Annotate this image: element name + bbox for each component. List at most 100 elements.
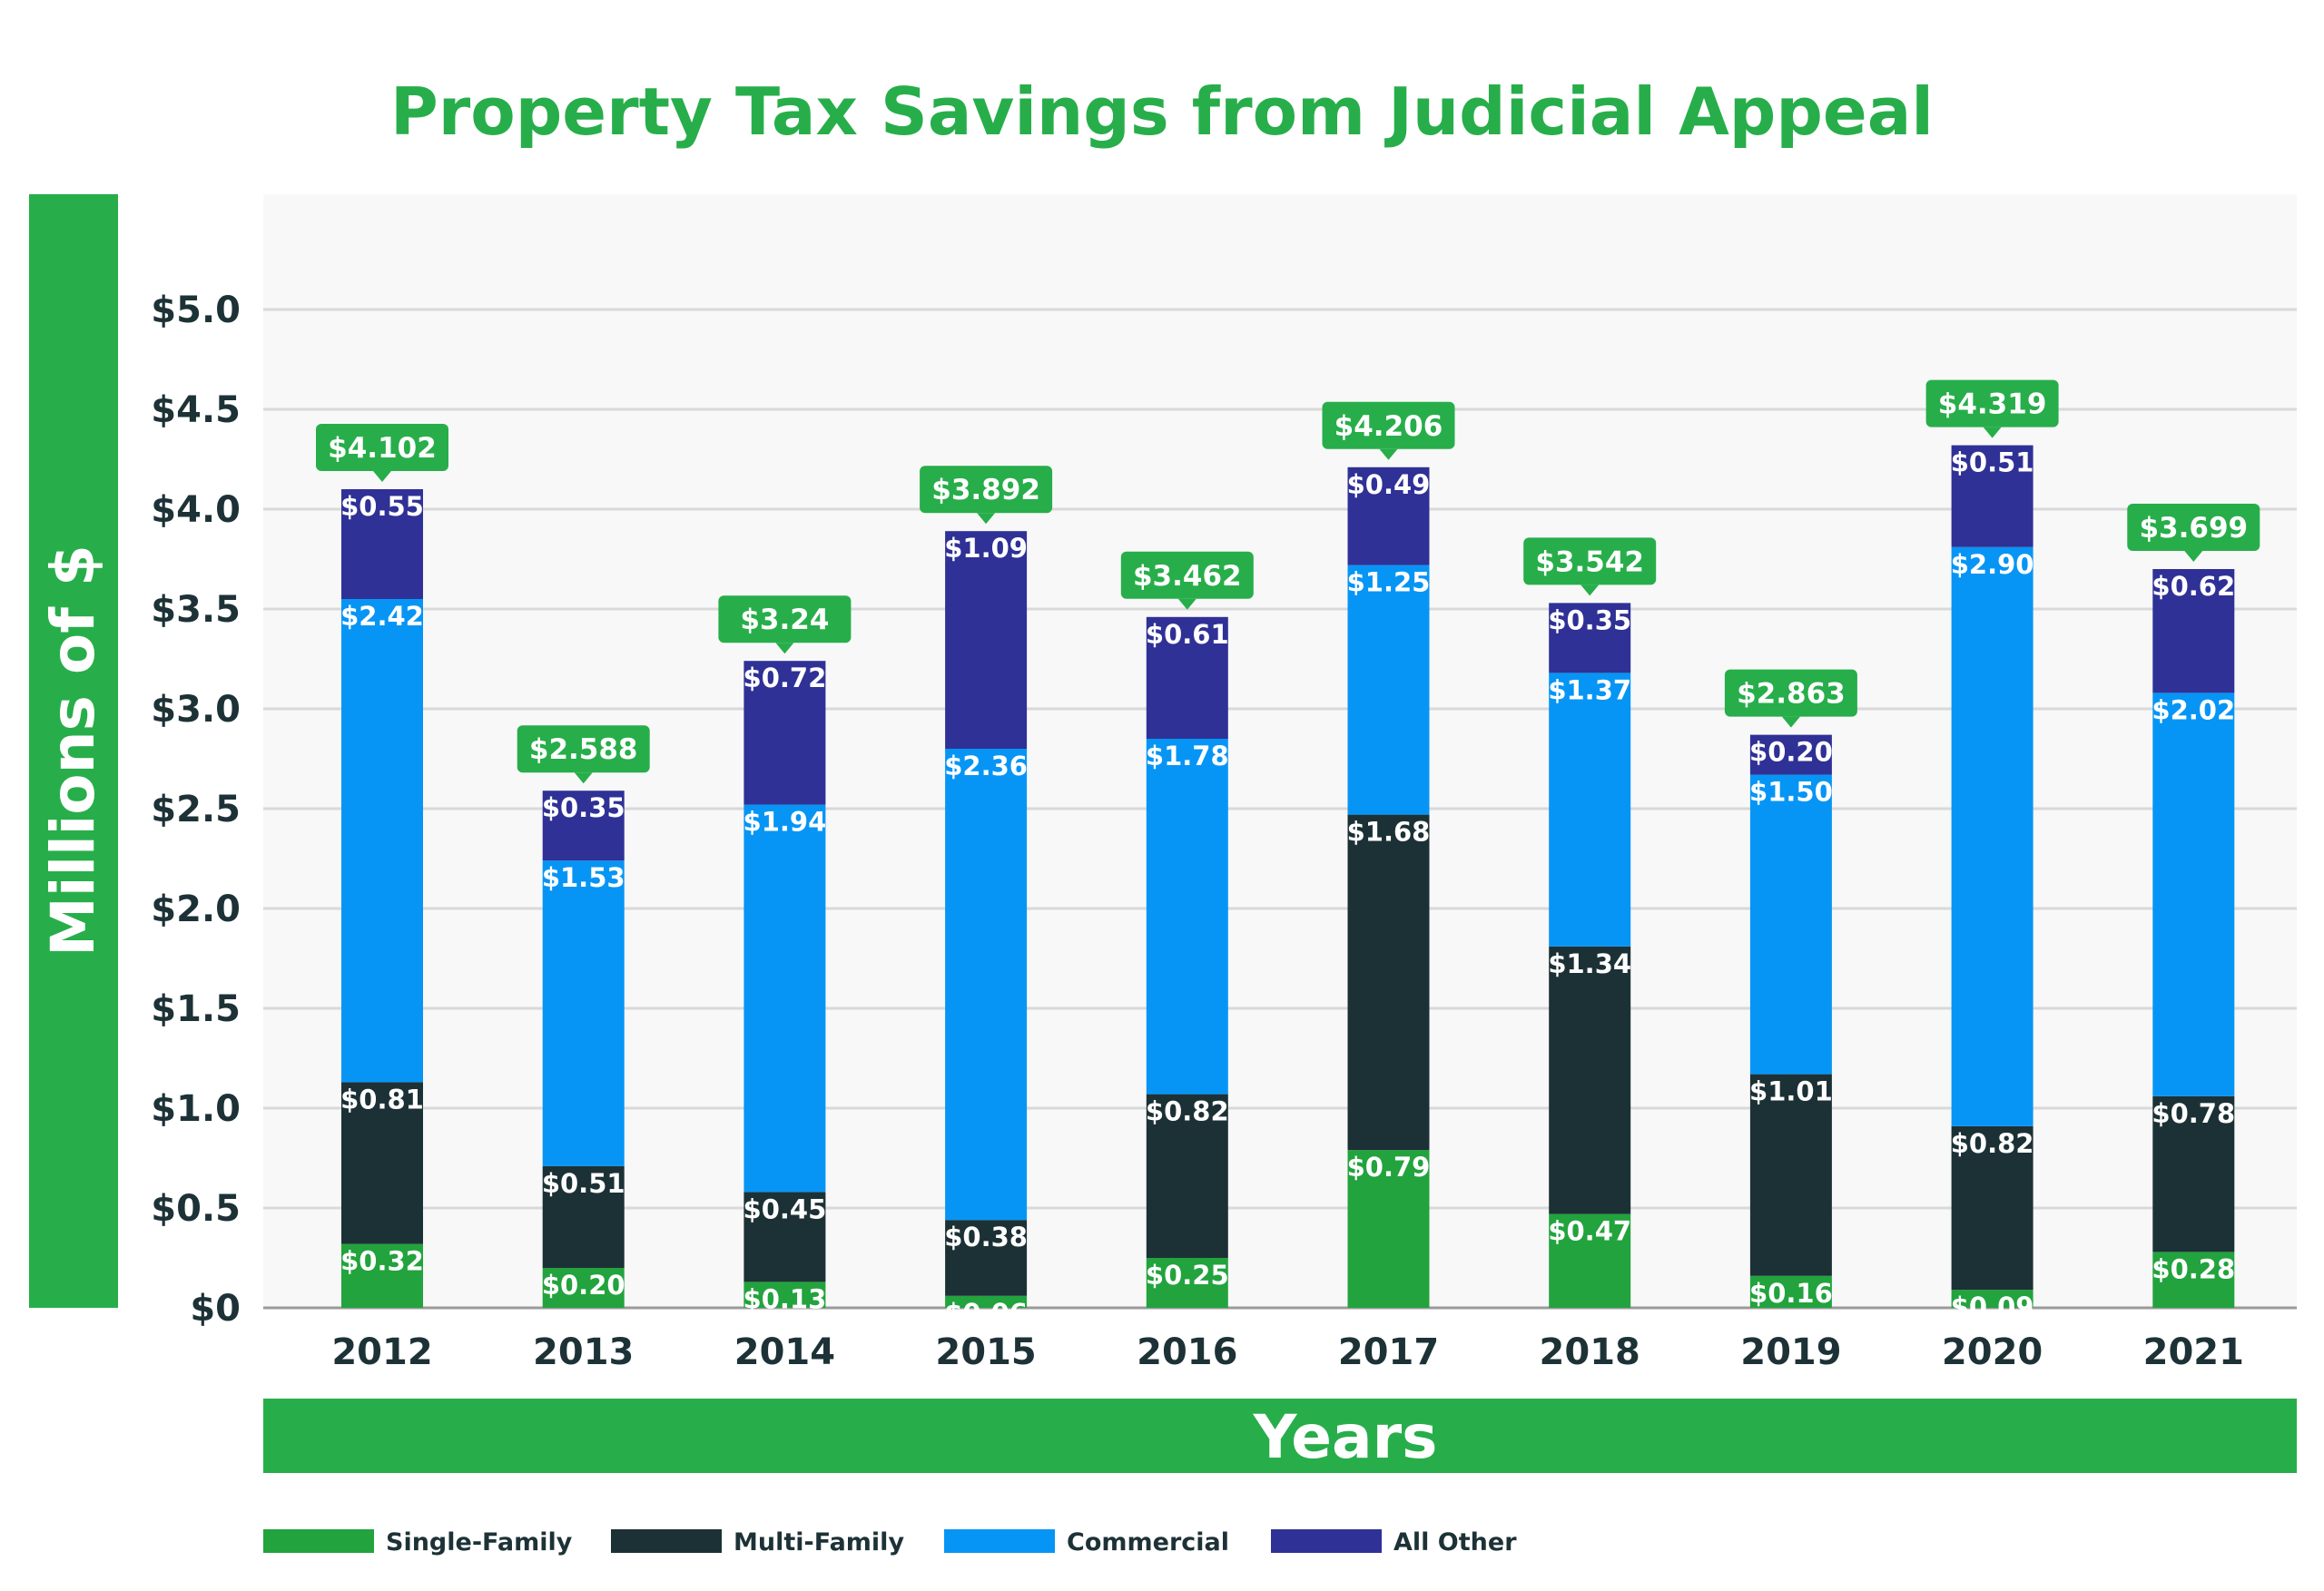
segment-data-label: $0.61 bbox=[1146, 619, 1229, 650]
bar-segment bbox=[2152, 692, 2235, 1096]
y-axis-title: Millions of $ bbox=[38, 545, 108, 957]
segment-data-label: $0.79 bbox=[1347, 1152, 1431, 1183]
total-callout bbox=[718, 595, 852, 643]
total-callout bbox=[2127, 504, 2260, 551]
total-data-label: $2.863 bbox=[1737, 678, 1846, 711]
segment-data-label: $1.09 bbox=[944, 533, 1028, 564]
legend-swatch bbox=[611, 1529, 722, 1553]
legend-item: Commercial bbox=[944, 1528, 1229, 1557]
y-tick-label: $2.5 bbox=[151, 789, 241, 830]
segment-data-label: $0.49 bbox=[1347, 469, 1431, 500]
bar-segment bbox=[1749, 1275, 1832, 1308]
bar-stack-2019: $0.16 $1.01 $1.50 $0.20 $2.863 bbox=[1724, 669, 1857, 1309]
segment-data-label: $0.78 bbox=[2152, 1098, 2235, 1129]
segment-data-label: $1.01 bbox=[1749, 1076, 1833, 1107]
legend-label: Commercial bbox=[1067, 1528, 1229, 1557]
bar-segment bbox=[2152, 569, 2235, 693]
total-callout-pointer bbox=[775, 643, 794, 654]
y-axis-ticks: $0 $0.5 $1.0 $1.5 $2.0 $2.5 $3.0 $3.5 $4.0 $4.5 $5… bbox=[151, 290, 241, 1330]
total-data-label: $4.206 bbox=[1334, 410, 1443, 443]
segment-data-label: $0.25 bbox=[1146, 1260, 1229, 1291]
legend-item: Multi-Family bbox=[611, 1528, 904, 1557]
bar-segment bbox=[542, 791, 625, 861]
total-callout-pointer bbox=[2184, 551, 2203, 562]
bar-segment bbox=[1549, 946, 1631, 1214]
chart-title: Property Tax Savings from Judicial Appea… bbox=[390, 74, 1934, 150]
bar-segment bbox=[1146, 1258, 1228, 1308]
bar-segment bbox=[743, 1192, 826, 1282]
total-callout-pointer bbox=[574, 772, 593, 784]
legend-label: Multi-Family bbox=[734, 1528, 904, 1557]
segment-data-label: $0.82 bbox=[1146, 1096, 1229, 1127]
bar-segment bbox=[1146, 616, 1228, 739]
legend-item: All Other bbox=[1271, 1528, 1517, 1557]
segment-data-label: $0.13 bbox=[743, 1283, 827, 1314]
x-tick-label: 2015 bbox=[935, 1331, 1036, 1373]
bar-segment bbox=[542, 860, 625, 1166]
segment-data-label: $0.81 bbox=[340, 1084, 424, 1115]
bar-segment bbox=[341, 1243, 423, 1308]
segment-data-label: $1.25 bbox=[1347, 567, 1431, 598]
segment-data-label: $0.51 bbox=[1951, 447, 2034, 478]
total-callout-pointer bbox=[373, 471, 391, 482]
y-tick-label: $2.0 bbox=[151, 889, 241, 930]
total-callout bbox=[1322, 401, 1455, 449]
y-tick-label: $5.0 bbox=[151, 290, 241, 331]
bar-segment bbox=[945, 749, 1028, 1221]
segment-data-label: $0.09 bbox=[1951, 1291, 2034, 1322]
y-tick-label: $4.5 bbox=[151, 389, 241, 431]
total-callout-pointer bbox=[1581, 584, 1600, 596]
bar-stack-2020: $0.09 $0.82 $2.90 $0.51 $4.319 bbox=[1925, 379, 2059, 1322]
bar-segment bbox=[1951, 546, 2034, 1126]
total-callout-pointer bbox=[1177, 598, 1196, 610]
total-callout bbox=[1120, 551, 1254, 599]
segment-data-label: $0.35 bbox=[542, 792, 625, 823]
bar-stack-2018: $0.47 $1.34 $1.37 $0.35 $3.542 bbox=[1523, 537, 1657, 1308]
segment-data-label: $0.28 bbox=[2152, 1253, 2235, 1284]
bar-stack-2012: $0.32 $0.81 $2.42 $0.55 $4.102 bbox=[316, 424, 448, 1308]
y-tick-label: $0 bbox=[190, 1288, 241, 1330]
x-tick-label: 2016 bbox=[1137, 1331, 1237, 1373]
segment-data-label: $0.20 bbox=[542, 1270, 625, 1301]
bar-segment bbox=[1749, 1074, 1832, 1276]
bar-segment bbox=[1347, 466, 1430, 565]
legend-label: Single-Family bbox=[386, 1528, 573, 1557]
bar-segment bbox=[1951, 1290, 2034, 1308]
segment-data-label: $0.16 bbox=[1749, 1278, 1833, 1309]
bar-segment bbox=[1347, 1150, 1430, 1308]
bar-segment bbox=[743, 804, 826, 1193]
x-axis-title: Years bbox=[1253, 1402, 1438, 1472]
segment-data-label: $0.62 bbox=[2152, 571, 2235, 602]
segment-data-label: $0.35 bbox=[1548, 604, 1631, 635]
segment-data-label: $0.47 bbox=[1548, 1216, 1631, 1247]
segment-data-label: $2.36 bbox=[944, 751, 1028, 781]
segment-data-label: $0.45 bbox=[743, 1193, 827, 1224]
segment-data-label: $1.78 bbox=[1146, 741, 1229, 771]
y-tick-label: $1.0 bbox=[151, 1088, 241, 1130]
x-tick-label: 2021 bbox=[2143, 1331, 2244, 1373]
total-callout bbox=[517, 725, 650, 773]
y-tick-label: $3.0 bbox=[151, 689, 241, 731]
bar-segment bbox=[1749, 734, 1832, 775]
total-data-label: $3.462 bbox=[1133, 560, 1242, 593]
segment-data-label: $2.90 bbox=[1951, 549, 2034, 580]
bar-segment bbox=[341, 489, 423, 599]
segment-data-label: $0.82 bbox=[1951, 1128, 2034, 1159]
bar-segment bbox=[341, 1082, 423, 1244]
segment-data-label: $1.34 bbox=[1548, 948, 1631, 979]
total-data-label: $3.542 bbox=[1535, 545, 1644, 578]
total-data-label: $4.319 bbox=[1938, 388, 2047, 421]
bar-stack-2021: $0.28 $0.78 $2.02 $0.62 $3.699 bbox=[2127, 504, 2260, 1308]
segment-data-label: $0.20 bbox=[1749, 737, 1833, 768]
x-tick-label: 2020 bbox=[1942, 1331, 2043, 1373]
bar-stack-2016: $0.25 $0.82 $1.78 $0.61 $3.462 bbox=[1120, 551, 1254, 1308]
x-axis-title-band bbox=[263, 1399, 2297, 1473]
legend-swatch bbox=[1271, 1529, 1382, 1553]
total-callout-pointer bbox=[1379, 448, 1398, 460]
bar-stack-2014: $0.13 $0.45 $1.94 $0.72 $3.24 bbox=[718, 595, 852, 1314]
legend-swatch bbox=[263, 1529, 374, 1553]
y-tick-label: $0.5 bbox=[151, 1188, 241, 1230]
bar-segment bbox=[542, 1268, 625, 1308]
x-tick-label: 2013 bbox=[533, 1331, 634, 1373]
y-tick-label: $4.0 bbox=[151, 489, 241, 531]
